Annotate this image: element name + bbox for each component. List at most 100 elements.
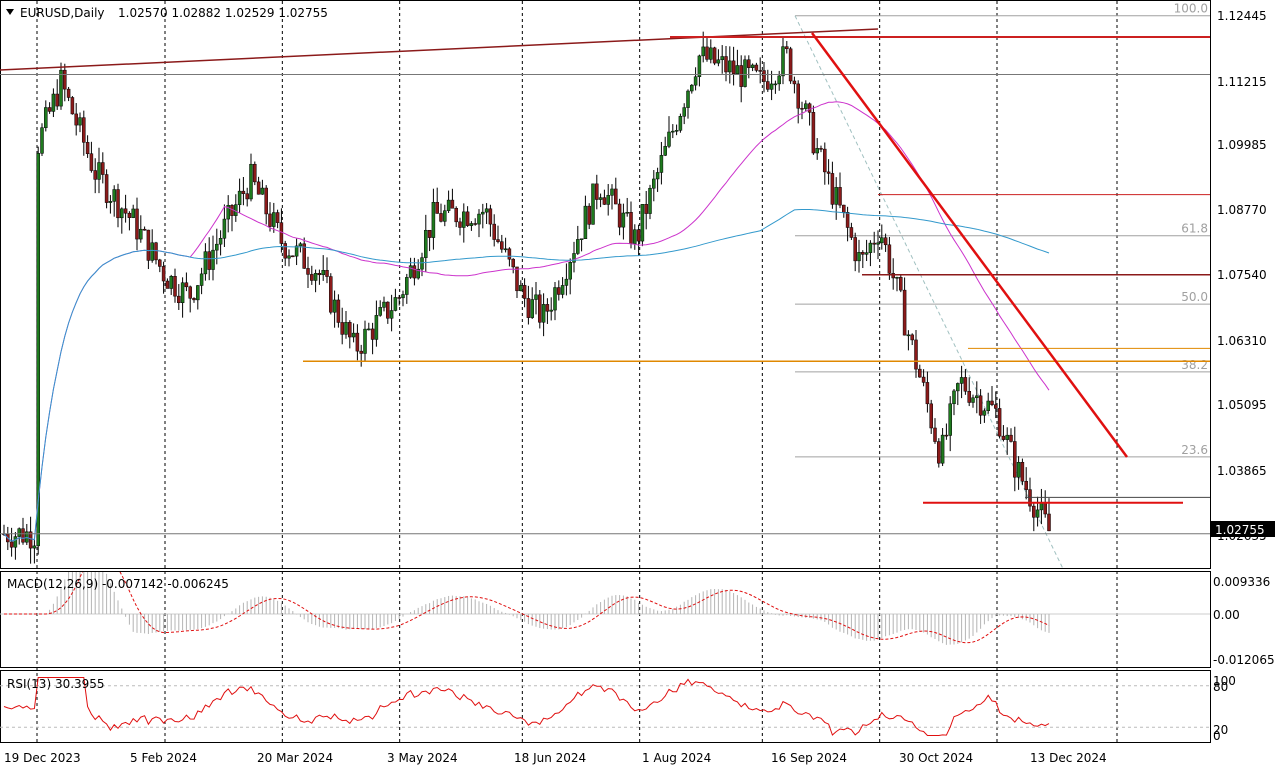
bull-candle — [503, 248, 508, 251]
price-tick: 1.12445 — [1217, 9, 1267, 23]
bull-candle — [804, 103, 808, 109]
bull-candle — [199, 273, 204, 286]
bear-candle — [883, 237, 888, 246]
bull-candle — [648, 187, 652, 214]
date-axis: 19 Dec 2023 5 Feb 2024 20 Mar 2024 3 May… — [4, 751, 1107, 765]
bull-candle — [591, 183, 595, 225]
bull-candle — [671, 130, 675, 133]
bear-candle — [465, 211, 470, 226]
bear-candle — [89, 153, 94, 171]
bear-candle — [386, 301, 390, 319]
bull-candle — [169, 276, 173, 289]
bull-candle — [655, 172, 660, 180]
bear-candle — [602, 197, 607, 205]
bear-candle — [55, 93, 59, 107]
date-label: 16 Sep 2024 — [771, 751, 847, 765]
date-label: 3 May 2024 — [387, 751, 458, 765]
bull-candle — [720, 56, 724, 61]
bear-candle — [823, 148, 827, 173]
bear-candle — [796, 83, 800, 109]
bull-candle — [260, 187, 265, 195]
bull-candle — [40, 127, 44, 154]
bull-candle — [728, 60, 732, 73]
bear-candle — [853, 237, 857, 262]
bull-candle — [431, 202, 436, 238]
bear-candle — [473, 223, 477, 225]
bull-candle — [218, 238, 223, 245]
bear-candle — [507, 248, 512, 260]
price-tick: 1.03865 — [1217, 464, 1267, 478]
bear-candle — [792, 80, 797, 85]
bear-candle — [587, 205, 591, 225]
trendline-drawings[interactable] — [0, 28, 1210, 535]
bear-candle — [929, 403, 933, 429]
bull-candle — [462, 211, 466, 228]
bear-candle — [1013, 441, 1017, 478]
bull-candle — [663, 146, 667, 156]
date-label: 20 Mar 2024 — [257, 751, 333, 765]
bull-candle — [659, 155, 664, 173]
bull-candle — [51, 93, 56, 112]
fib-level-label: 38.2 — [1181, 358, 1208, 372]
bear-candle — [788, 48, 793, 82]
bear-candle — [891, 273, 895, 279]
bear-candle — [978, 395, 983, 416]
bull-candle — [633, 229, 637, 244]
bull-candle — [971, 397, 975, 403]
bull-candle — [298, 243, 303, 247]
bear-candle — [161, 266, 166, 282]
bear-candle — [93, 170, 97, 180]
bull-candle — [203, 251, 208, 275]
bull-candle — [234, 204, 238, 216]
bull-candle — [131, 208, 135, 218]
bear-candle — [275, 212, 280, 223]
macd-tick: 0.009336 — [1213, 575, 1270, 589]
bear-candle — [336, 299, 341, 323]
bear-candle — [522, 285, 527, 299]
bear-candle — [842, 204, 846, 213]
bull-candle — [564, 278, 569, 286]
bear-candle — [766, 81, 770, 90]
bear-candle — [63, 69, 67, 90]
bull-candle — [313, 273, 318, 281]
bull-candle — [777, 75, 781, 85]
long-trendline — [0, 28, 879, 71]
date-label: 30 Oct 2024 — [899, 751, 973, 765]
macd-tick: -0.012065 — [1213, 653, 1275, 667]
bull-candle — [709, 47, 713, 60]
bull-candle — [697, 55, 702, 77]
bear-candle — [66, 88, 71, 98]
bull-candle — [834, 187, 838, 205]
bear-candle — [636, 229, 641, 242]
bull-candle — [13, 536, 18, 548]
fibonacci-retracement[interactable]: 100.061.850.038.223.60.0 — [794, 2, 1210, 594]
bull-candle — [549, 309, 553, 312]
bull-candle — [606, 195, 610, 205]
moving-averages — [3, 101, 1050, 542]
bear-candle — [142, 228, 147, 231]
bear-candle — [370, 328, 375, 340]
candlesticks — [2, 31, 1051, 564]
bull-candle — [469, 223, 474, 226]
bull-candle — [272, 212, 276, 227]
bull-candle — [598, 197, 603, 200]
bear-candle — [253, 163, 257, 183]
macd-label: MACD(12,26,9) -0.007142 -0.006245 — [7, 577, 229, 591]
bull-candle — [378, 307, 382, 316]
bull-candle — [249, 163, 253, 200]
bear-candle — [887, 244, 892, 274]
bear-candle — [21, 528, 25, 543]
bear-candle — [192, 298, 196, 301]
bear-candle — [454, 208, 458, 223]
bear-candle — [207, 251, 211, 270]
bull-candle — [226, 205, 230, 220]
bear-candle — [921, 376, 926, 383]
bear-candle — [925, 382, 930, 405]
dropdown-triangle-icon[interactable] — [6, 9, 14, 15]
bear-candle — [146, 229, 151, 261]
bull-candle — [769, 83, 774, 90]
bull-candle — [572, 253, 576, 263]
bear-candle — [944, 434, 949, 437]
bear-candle — [617, 203, 622, 228]
